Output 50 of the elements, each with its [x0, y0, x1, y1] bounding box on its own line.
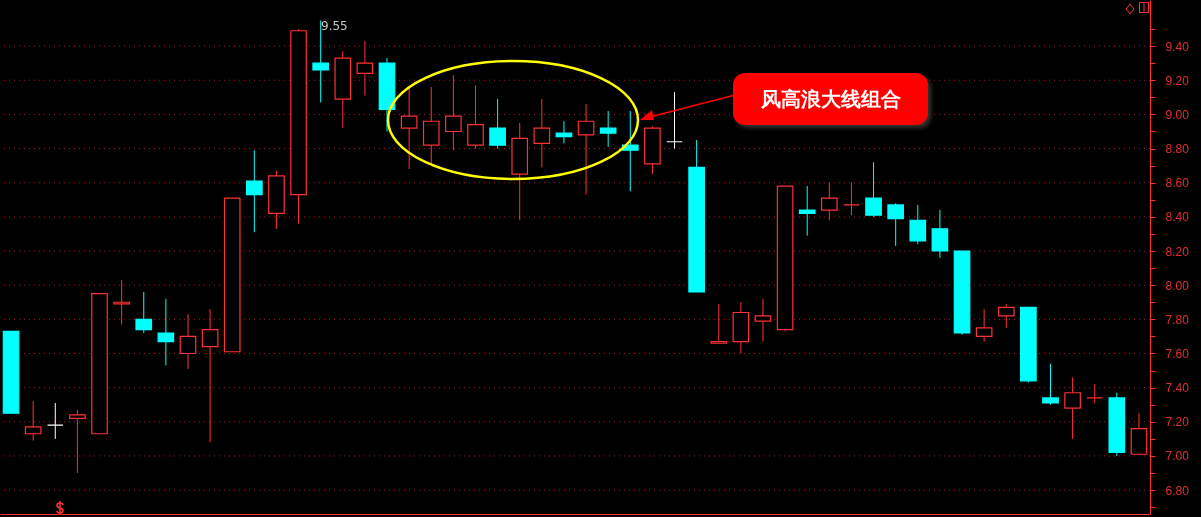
candlestick — [909, 204, 927, 245]
candlestick — [157, 298, 175, 366]
candlestick — [710, 303, 728, 344]
candlestick — [843, 182, 860, 216]
candlestick — [489, 98, 506, 150]
candlestick — [621, 110, 639, 192]
candlestick — [997, 303, 1015, 329]
candlestick — [887, 202, 905, 247]
candlestick — [599, 110, 617, 148]
candlestick — [179, 313, 197, 370]
y-tick-label: 7.80 — [1165, 312, 1190, 327]
y-tick-label: 8.00 — [1165, 278, 1190, 293]
candlestick — [445, 74, 462, 151]
y-tick-label: 9.20 — [1165, 73, 1190, 88]
y-tick-label: 7.00 — [1165, 449, 1190, 464]
candlestick — [24, 400, 42, 442]
y-tick-label: 8.60 — [1165, 176, 1190, 191]
candlestick — [356, 40, 374, 97]
y-tick-label: 9.40 — [1165, 39, 1190, 54]
candlestick — [1064, 376, 1081, 440]
candlestick — [135, 291, 153, 334]
y-tick-label: 6.80 — [1165, 483, 1190, 498]
y-tick-label: 8.80 — [1165, 142, 1190, 157]
y-tick-label: 7.20 — [1165, 415, 1190, 430]
candlestick — [400, 86, 418, 170]
candlestick — [422, 86, 440, 165]
candlestick — [865, 161, 882, 218]
candlestick — [577, 103, 595, 196]
candlestick — [201, 308, 219, 443]
candlestick — [975, 308, 993, 343]
y-tick-label: 8.40 — [1165, 210, 1190, 225]
candlestick — [1086, 383, 1104, 404]
candlestick — [798, 185, 816, 237]
candlestick — [820, 182, 838, 221]
y-tick-label: 7.40 — [1165, 381, 1190, 396]
candlestick — [533, 98, 551, 168]
annotation: 9.55 — [321, 19, 348, 33]
candlestick — [69, 409, 86, 474]
candlestick — [46, 402, 64, 440]
y-tick-label: 8.20 — [1165, 244, 1190, 259]
candlestick — [245, 149, 263, 233]
candlestick — [754, 298, 772, 343]
annotation: 风高浪大线组合 — [733, 73, 928, 125]
candlestick — [666, 91, 683, 150]
candlestick — [1042, 363, 1059, 406]
candlestick — [931, 209, 949, 259]
y-tick-label: 7.60 — [1165, 346, 1190, 361]
y-tick-label: 9.00 — [1165, 107, 1190, 122]
candlestick — [467, 84, 484, 150]
candlestick — [113, 279, 130, 325]
